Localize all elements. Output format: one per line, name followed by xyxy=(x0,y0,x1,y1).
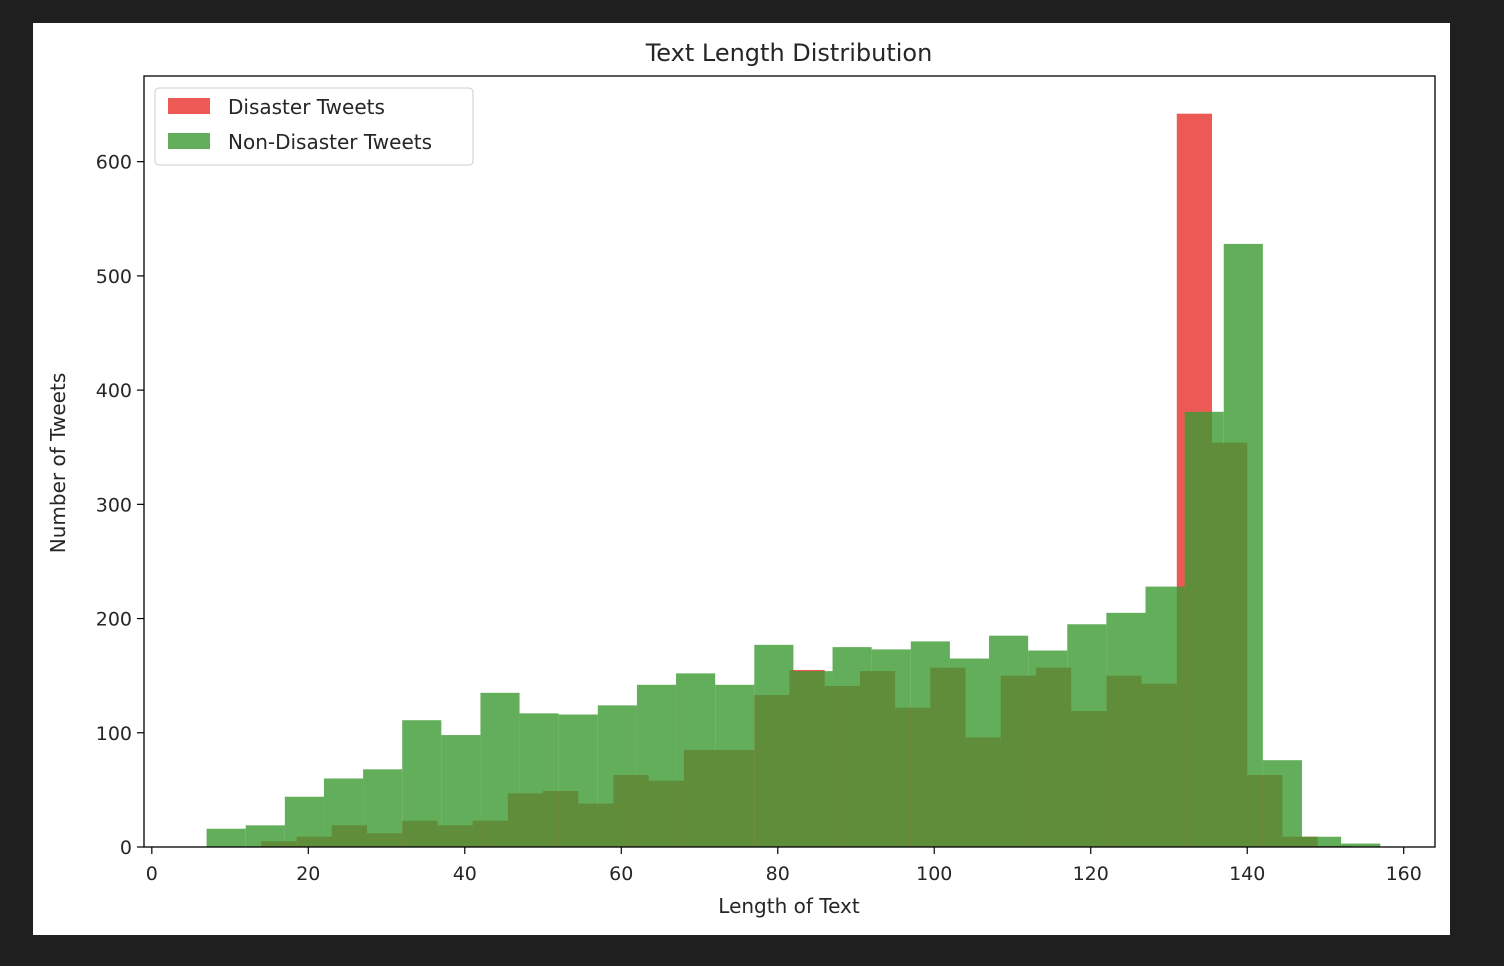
y-tick-label: 200 xyxy=(96,609,132,631)
non-disaster-bar xyxy=(480,692,520,847)
non-disaster-bar xyxy=(1341,843,1381,847)
non-disaster-bar xyxy=(441,735,481,847)
x-tick-label: 80 xyxy=(766,863,790,885)
non-disaster-bar xyxy=(206,828,246,847)
x-tick-label: 100 xyxy=(916,863,952,885)
non-disaster-legend-label: Non-Disaster Tweets xyxy=(228,130,432,154)
non-disaster-bar xyxy=(989,635,1029,847)
x-axis-label: Length of Text xyxy=(718,894,860,918)
chart-title: Text Length Distribution xyxy=(645,39,933,67)
legend-box xyxy=(154,87,474,166)
x-tick-label: 20 xyxy=(296,863,320,885)
chart-figure: Text Length Distribution 0 20 40 60 80 100 120… xyxy=(33,23,1450,935)
y-tick-label: 600 xyxy=(96,152,132,174)
x-tick-label: 40 xyxy=(453,863,477,885)
y-tick-label: 0 xyxy=(120,837,132,859)
x-tick-label: 0 xyxy=(146,863,158,885)
non-disaster-bar xyxy=(558,714,598,847)
legend: Disaster Tweets Non-Disaster Tweets xyxy=(154,87,474,166)
non-disaster-bar xyxy=(1301,836,1342,847)
disaster-legend-swatch xyxy=(168,98,210,114)
non-disaster-bar xyxy=(871,649,911,847)
non-disaster-bar xyxy=(832,647,872,847)
non-disaster-bar xyxy=(793,671,833,847)
non-disaster-bar xyxy=(323,778,364,847)
non-disaster-bar xyxy=(245,825,285,847)
non-disaster-legend-swatch xyxy=(168,133,210,149)
x-tick-label: 160 xyxy=(1386,863,1422,885)
x-tick-label: 120 xyxy=(1073,863,1109,885)
non-disaster-bar xyxy=(363,769,403,847)
non-disaster-bar xyxy=(402,720,442,847)
non-disaster-bar xyxy=(949,658,990,847)
plot-frame xyxy=(143,75,1436,848)
x-tick-label: 140 xyxy=(1229,863,1265,885)
non-disaster-bar xyxy=(1106,612,1146,847)
non-disaster-bar xyxy=(754,644,794,847)
y-axis-label: Number of Tweets xyxy=(46,373,70,553)
disaster-legend-label: Disaster Tweets xyxy=(228,95,385,119)
y-axis: 0 100 200 300 400 500 600 xyxy=(96,152,144,859)
x-tick-label: 60 xyxy=(609,863,633,885)
x-axis: 0 20 40 60 80 100 120 140 160 xyxy=(146,847,1422,885)
non-disaster-bar xyxy=(1145,586,1185,847)
non-disaster-bar xyxy=(676,673,716,847)
y-tick-label: 400 xyxy=(96,380,132,402)
y-tick-label: 100 xyxy=(96,723,132,745)
non-disaster-bar xyxy=(910,641,950,847)
y-tick-label: 300 xyxy=(96,494,132,516)
non-disaster-bar xyxy=(1262,760,1302,847)
non-disaster-bar xyxy=(1028,650,1068,847)
histogram-chart: Text Length Distribution 0 20 40 60 80 100 120… xyxy=(46,39,1436,918)
y-tick-label: 500 xyxy=(96,266,132,288)
non-disaster-bar xyxy=(636,684,677,847)
non-disaster-bar xyxy=(597,705,637,847)
non-disaster-bar xyxy=(1223,243,1263,847)
non-disaster-bar xyxy=(519,713,559,847)
non-disaster-bar xyxy=(284,796,324,847)
bars-layer xyxy=(206,113,1381,847)
non-disaster-bar xyxy=(1067,624,1107,847)
non-disaster-bar xyxy=(1184,411,1224,847)
non-disaster-bar xyxy=(715,684,755,847)
